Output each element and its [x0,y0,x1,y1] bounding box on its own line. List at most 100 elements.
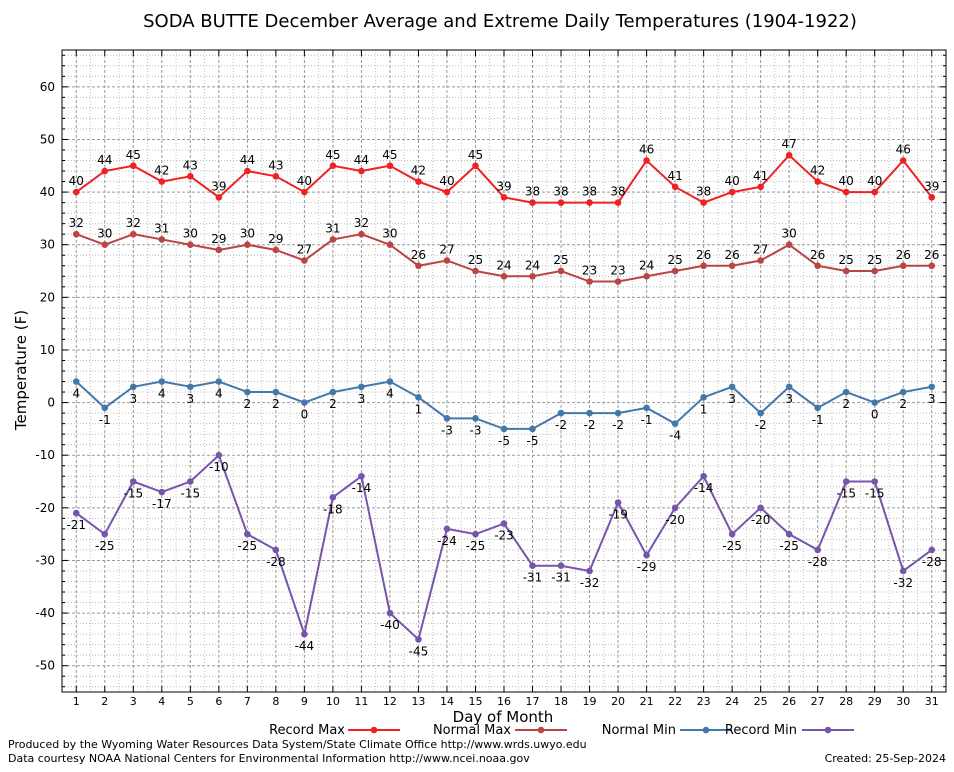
data-label: 44 [240,153,255,167]
data-point [700,262,707,270]
data-label: -10 [209,460,229,474]
legend: Record Max Normal Max Normal Min Record Min [269,723,854,738]
data-point [329,236,337,243]
legend-label: Record Max [269,723,345,738]
x-tick-label: 13 [411,695,425,708]
x-tick-label: 26 [782,695,796,708]
data-point [301,188,308,196]
data-point [529,562,536,570]
data-label: 32 [126,216,141,230]
x-tick-label: 11 [354,695,368,708]
data-label: 39 [211,179,226,193]
data-label: 2 [899,397,907,411]
data-label: -1 [812,413,824,427]
data-label: -3 [441,423,453,437]
y-tick-label: 20 [40,290,55,304]
data-point [643,404,650,412]
data-label: -25 [722,539,742,553]
data-point [871,478,879,485]
x-tick-label: 21 [640,695,654,708]
data-label: 30 [183,227,198,241]
data-label: 43 [183,158,198,172]
data-point [814,546,821,554]
data-label: 23 [610,264,625,278]
data-point [329,162,337,170]
data-label: 0 [301,408,309,422]
data-label: 25 [667,253,682,267]
x-tick-label: 1 [73,695,80,708]
data-point [215,451,223,459]
y-tick-label: -10 [35,448,55,462]
legend-item: Normal Max [433,723,567,738]
data-point [871,267,879,275]
data-label: -15 [865,487,885,501]
data-point [386,378,394,385]
data-point [500,194,508,201]
data-point [72,230,80,238]
x-axis-label: Day of Month [453,708,554,726]
data-label: 2 [842,397,850,411]
y-tick-label: 50 [40,132,55,146]
data-point [586,278,593,285]
data-label: 42 [154,164,169,178]
x-tick-label: 9 [301,695,308,708]
data-label: 30 [240,227,255,241]
x-tick-label: 6 [215,695,222,708]
y-tick-label: 60 [40,80,55,94]
data-point [842,267,850,275]
data-point [244,388,251,396]
data-point [814,404,821,412]
data-point [500,520,508,527]
data-label: -28 [808,555,828,569]
data-label: 40 [69,174,84,188]
data-label: 38 [525,185,540,199]
series-record-max: 40 44 45 42 43 39 44 43 40 45 44 45 42 40 45 39 38 38 38 38… [69,137,939,206]
data-point [643,157,650,164]
data-label: 44 [354,153,369,167]
data-point [500,272,508,280]
data-label: -18 [323,502,343,516]
legend-item: Record Max [269,723,400,738]
legend-item: Normal Min [602,723,732,738]
data-label: -29 [637,560,657,574]
data-point [72,188,80,196]
data-point [928,262,936,270]
data-point [728,530,736,538]
data-label: 30 [97,227,112,241]
data-point [358,472,365,480]
data-label: 0 [871,408,879,422]
data-label: -31 [523,571,543,585]
data-point [129,478,137,485]
data-label: 42 [411,164,426,178]
data-point [614,199,622,206]
data-label: 32 [354,216,369,230]
x-tick-label: 14 [440,695,454,708]
data-label: 25 [867,253,882,267]
y-axis-label: Temperature (F) [12,310,30,431]
data-point [928,194,936,201]
data-point [472,162,479,170]
data-point [187,241,194,249]
data-point [671,267,679,275]
data-label: -2 [584,418,596,432]
x-tick-label: 23 [697,695,711,708]
data-label: 25 [553,253,568,267]
legend-marker [537,726,545,734]
data-label: 40 [439,174,454,188]
data-label: 4 [215,387,223,401]
x-tick-label: 12 [383,695,397,708]
data-point [301,630,308,638]
y-tick-label: -30 [35,553,55,567]
data-point [785,530,793,538]
data-point [244,241,251,249]
data-point [671,504,679,512]
footer-produced-by: Produced by the Wyoming Water Resources … [8,738,587,751]
data-point [671,420,679,427]
data-point [586,567,593,575]
data-label: 38 [696,185,711,199]
data-point [671,183,679,191]
series-normal-max: 32 30 32 31 30 29 30 29 27 31 32 30 26 27 25 24 24 25 23 23… [69,216,939,285]
data-point [472,267,479,275]
data-point [215,194,223,201]
